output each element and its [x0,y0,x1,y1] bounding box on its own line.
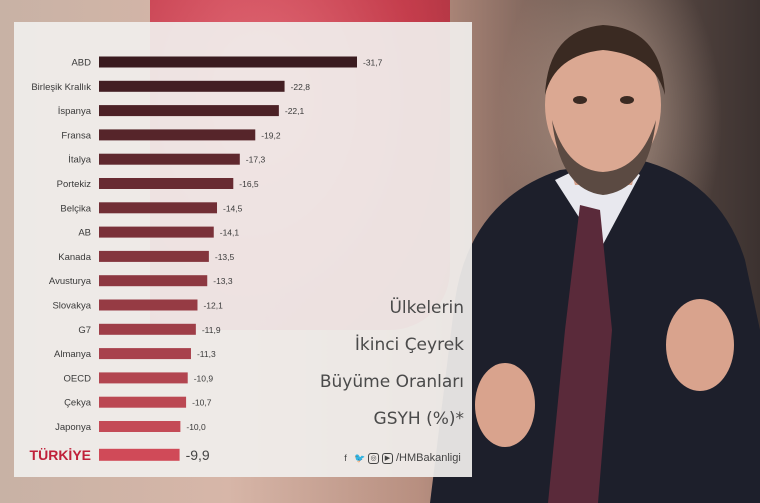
bar-chart: ABD -31,7 Birleşik Krallık -22,8 İspanya -22,… [30,56,383,463]
value-label: -22,8 [291,82,311,92]
value-label: -11,3 [197,349,216,359]
bar-14 [99,396,187,408]
category-label: Çekya [64,398,92,409]
value-label: -16,5 [239,179,259,189]
bar-3 [99,129,256,141]
value-label: -11,9 [202,325,221,335]
value-label: -31,7 [363,58,383,68]
value-label: -19,2 [261,130,281,140]
bar-4 [99,153,240,165]
bar-1 [99,80,285,92]
category-label: İtalya [68,155,91,166]
category-label: Avusturya [49,276,92,287]
bar-6 [99,202,218,214]
category-label: Portekiz [57,179,92,190]
bar-11 [99,323,196,335]
bar-13 [99,372,188,384]
category-label: Belçika [60,203,91,214]
title-line-2: İkinci Çeyrek [354,335,464,355]
category-label: Kanada [58,252,91,263]
category-label: İspanya [58,106,92,117]
value-label: -13,5 [215,252,235,262]
category-label: Birleşik Krallık [31,82,91,93]
category-label: OECD [64,373,92,384]
title-line-1: Ülkelerin [389,298,464,318]
value-label: -17,3 [246,155,266,165]
category-label: ABD [71,58,91,69]
value-label: -12,1 [203,301,223,311]
social-footer: f 🐦 ◎ ▶ /HMBakanligi [340,452,461,464]
value-label: -14,1 [220,228,240,238]
category-label: G7 [78,325,91,336]
bar-2 [99,105,279,117]
facebook-icon[interactable]: f [344,452,347,463]
category-label: Fransa [61,130,91,141]
social-handle: /HMBakanligi [396,452,461,464]
bar-5 [99,178,234,189]
category-label: Slovakya [52,301,91,312]
value-label: -9,9 [186,447,210,463]
bar-10 [99,299,198,311]
bar-7 [99,226,214,238]
bar-8 [99,250,209,262]
bar-9 [99,275,208,287]
bar-15 [99,421,181,432]
category-label: Almanya [54,349,92,360]
value-label: -10,0 [186,422,206,432]
chart-panel: ABD -31,7 Birleşik Krallık -22,8 İspanya -22,… [14,22,472,477]
value-label: -10,9 [194,373,214,383]
instagram-icon[interactable]: ◎ [368,452,379,464]
chart-title: Ülkelerin İkinci Çeyrek Büyüme Oranları … [284,290,464,438]
bar-turkiye [99,448,180,461]
category-label: Japonya [55,422,92,433]
value-label: -10,7 [192,398,212,408]
title-line-3: Büyüme Oranları [319,372,464,392]
category-label: TÜRKİYE [30,447,91,463]
twitter-icon[interactable]: 🐦 [354,452,366,463]
youtube-icon[interactable]: ▶ [382,452,393,464]
bar-0 [99,56,357,68]
value-label: -14,5 [223,203,243,213]
value-label: -13,3 [213,276,233,286]
title-line-4: GSYH (%)* [373,409,464,429]
value-label: -22,1 [285,106,305,116]
bar-12 [99,348,191,360]
category-label: AB [78,228,91,239]
